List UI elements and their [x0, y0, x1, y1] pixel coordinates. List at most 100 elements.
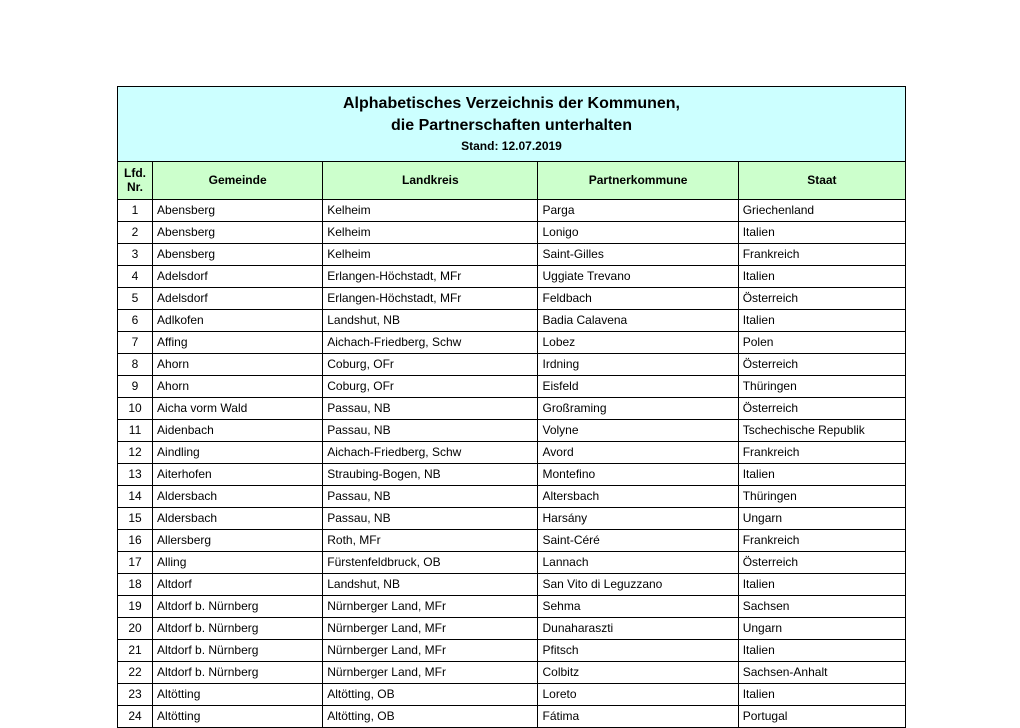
- cell-landkreis: Passau, NB: [323, 507, 538, 529]
- table-row: 1AbensbergKelheimPargaGriechenland: [118, 199, 906, 221]
- cell-nr: 11: [118, 419, 153, 441]
- cell-landkreis: Nürnberger Land, MFr: [323, 595, 538, 617]
- table-row: 6AdlkofenLandshut, NBBadia CalavenaItali…: [118, 309, 906, 331]
- cell-gemeinde: Adlkofen: [153, 309, 323, 331]
- cell-partnerkommune: Uggiate Trevano: [538, 265, 738, 287]
- cell-gemeinde: Abensberg: [153, 199, 323, 221]
- cell-landkreis: Altötting, OB: [323, 705, 538, 727]
- cell-gemeinde: Aindling: [153, 441, 323, 463]
- cell-landkreis: Passau, NB: [323, 397, 538, 419]
- partnerschaften-table: Alphabetisches Verzeichnis der Kommunen,…: [117, 86, 906, 728]
- table-row: 2AbensbergKelheimLonigoItalien: [118, 221, 906, 243]
- cell-nr: 20: [118, 617, 153, 639]
- cell-staat: Ungarn: [738, 617, 905, 639]
- cell-partnerkommune: Feldbach: [538, 287, 738, 309]
- cell-partnerkommune: Lobez: [538, 331, 738, 353]
- table-row: 12AindlingAichach-Friedberg, SchwAvordFr…: [118, 441, 906, 463]
- cell-landkreis: Kelheim: [323, 243, 538, 265]
- table-row: 14AldersbachPassau, NBAltersbachThüringe…: [118, 485, 906, 507]
- cell-partnerkommune: Montefino: [538, 463, 738, 485]
- cell-nr: 3: [118, 243, 153, 265]
- cell-partnerkommune: Badia Calavena: [538, 309, 738, 331]
- cell-gemeinde: Aldersbach: [153, 507, 323, 529]
- cell-partnerkommune: Lonigo: [538, 221, 738, 243]
- cell-landkreis: Straubing-Bogen, NB: [323, 463, 538, 485]
- cell-landkreis: Landshut, NB: [323, 309, 538, 331]
- cell-landkreis: Coburg, OFr: [323, 353, 538, 375]
- table-row: 9AhornCoburg, OFrEisfeldThüringen: [118, 375, 906, 397]
- cell-partnerkommune: Pfitsch: [538, 639, 738, 661]
- cell-landkreis: Erlangen-Höchstadt, MFr: [323, 287, 538, 309]
- cell-gemeinde: Aidenbach: [153, 419, 323, 441]
- cell-landkreis: Passau, NB: [323, 419, 538, 441]
- cell-gemeinde: Aicha vorm Wald: [153, 397, 323, 419]
- table-row: 20Altdorf b. NürnbergNürnberger Land, MF…: [118, 617, 906, 639]
- table-row: 15AldersbachPassau, NBHarsányUngarn: [118, 507, 906, 529]
- cell-partnerkommune: Altersbach: [538, 485, 738, 507]
- table-row: 13AiterhofenStraubing-Bogen, NBMontefino…: [118, 463, 906, 485]
- table-row: 17AllingFürstenfeldbruck, OBLannachÖster…: [118, 551, 906, 573]
- page: Alphabetisches Verzeichnis der Kommunen,…: [0, 0, 1020, 721]
- cell-nr: 16: [118, 529, 153, 551]
- table-row: 21Altdorf b. NürnbergNürnberger Land, MF…: [118, 639, 906, 661]
- cell-partnerkommune: Parga: [538, 199, 738, 221]
- cell-nr: 10: [118, 397, 153, 419]
- cell-nr: 5: [118, 287, 153, 309]
- title-line-1: Alphabetisches Verzeichnis der Kommunen,: [122, 93, 901, 115]
- table-row: 16AllersbergRoth, MFrSaint-CéréFrankreic…: [118, 529, 906, 551]
- cell-gemeinde: Ahorn: [153, 353, 323, 375]
- cell-nr: 4: [118, 265, 153, 287]
- cell-staat: Polen: [738, 331, 905, 353]
- cell-staat: Italien: [738, 573, 905, 595]
- title-line-2: die Partnerschaften unterhalten: [122, 115, 901, 137]
- cell-nr: 15: [118, 507, 153, 529]
- cell-landkreis: Aichach-Friedberg, Schw: [323, 441, 538, 463]
- cell-landkreis: Nürnberger Land, MFr: [323, 639, 538, 661]
- cell-staat: Österreich: [738, 287, 905, 309]
- cell-partnerkommune: Volyne: [538, 419, 738, 441]
- table-row: 5AdelsdorfErlangen-Höchstadt, MFrFeldbac…: [118, 287, 906, 309]
- cell-partnerkommune: Lannach: [538, 551, 738, 573]
- table-row: 24AltöttingAltötting, OBFátimaPortugal: [118, 705, 906, 727]
- col-header-nr-text: Lfd. Nr.: [124, 166, 146, 194]
- cell-nr: 17: [118, 551, 153, 573]
- cell-staat: Italien: [738, 683, 905, 705]
- cell-gemeinde: Altdorf b. Nürnberg: [153, 617, 323, 639]
- cell-partnerkommune: Irdning: [538, 353, 738, 375]
- cell-gemeinde: Aiterhofen: [153, 463, 323, 485]
- cell-staat: Italien: [738, 221, 905, 243]
- cell-staat: Frankreich: [738, 441, 905, 463]
- cell-partnerkommune: Loreto: [538, 683, 738, 705]
- cell-gemeinde: Aldersbach: [153, 485, 323, 507]
- cell-nr: 13: [118, 463, 153, 485]
- col-header-nr: Lfd. Nr.: [118, 161, 153, 199]
- cell-gemeinde: Ahorn: [153, 375, 323, 397]
- table-row: 11AidenbachPassau, NBVolyneTschechische …: [118, 419, 906, 441]
- cell-staat: Italien: [738, 639, 905, 661]
- cell-landkreis: Kelheim: [323, 221, 538, 243]
- table-container: Alphabetisches Verzeichnis der Kommunen,…: [117, 86, 906, 728]
- cell-gemeinde: Altdorf b. Nürnberg: [153, 661, 323, 683]
- cell-gemeinde: Alling: [153, 551, 323, 573]
- cell-landkreis: Passau, NB: [323, 485, 538, 507]
- cell-nr: 21: [118, 639, 153, 661]
- cell-partnerkommune: Avord: [538, 441, 738, 463]
- cell-nr: 14: [118, 485, 153, 507]
- cell-landkreis: Coburg, OFr: [323, 375, 538, 397]
- cell-partnerkommune: Großraming: [538, 397, 738, 419]
- cell-nr: 22: [118, 661, 153, 683]
- table-row: 8AhornCoburg, OFrIrdningÖsterreich: [118, 353, 906, 375]
- cell-partnerkommune: Sehma: [538, 595, 738, 617]
- table-row: 4AdelsdorfErlangen-Höchstadt, MFrUggiate…: [118, 265, 906, 287]
- cell-partnerkommune: Colbitz: [538, 661, 738, 683]
- cell-landkreis: Roth, MFr: [323, 529, 538, 551]
- title-stand: Stand: 12.07.2019: [122, 138, 901, 155]
- cell-nr: 12: [118, 441, 153, 463]
- cell-landkreis: Landshut, NB: [323, 573, 538, 595]
- col-header-landkreis: Landkreis: [323, 161, 538, 199]
- cell-gemeinde: Altötting: [153, 705, 323, 727]
- cell-nr: 24: [118, 705, 153, 727]
- cell-landkreis: Erlangen-Höchstadt, MFr: [323, 265, 538, 287]
- cell-partnerkommune: Saint-Gilles: [538, 243, 738, 265]
- cell-landkreis: Aichach-Friedberg, Schw: [323, 331, 538, 353]
